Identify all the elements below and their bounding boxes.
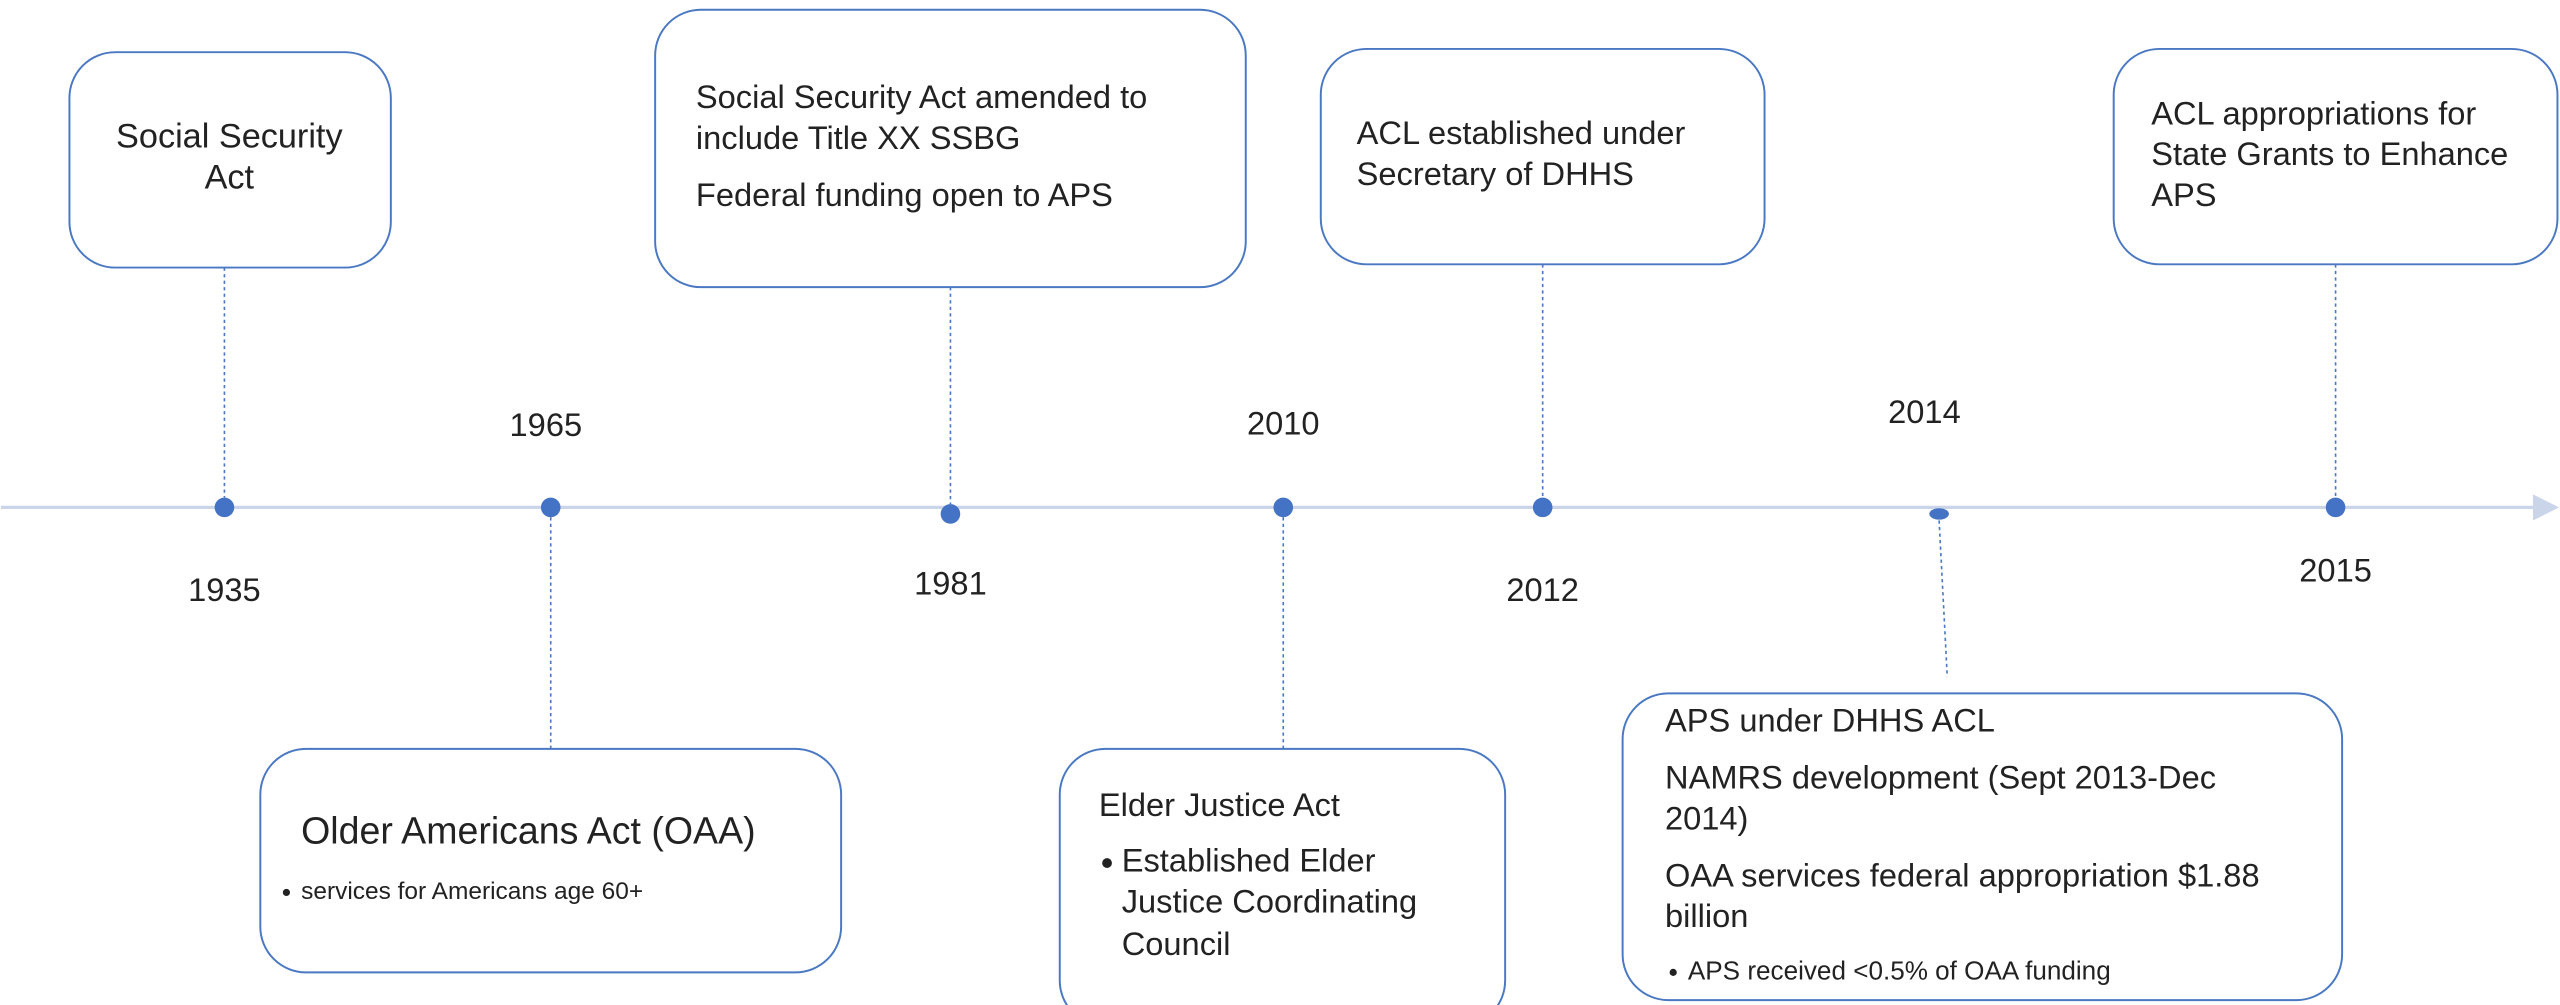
event-text: Act (205, 159, 255, 197)
event-text: Older Americans Act (OAA) (301, 810, 756, 852)
event-box (2112, 47, 2559, 266)
event-text: APS under DHHS ACL (1665, 701, 1995, 738)
event-text: Secretary of DHHS (1357, 155, 1634, 192)
event-text: include Title XX SSBG (696, 119, 1020, 156)
axis-arrow (2532, 494, 2560, 521)
event-year: 1981 (914, 564, 987, 601)
event-dot (1273, 497, 1294, 518)
event-dot (540, 497, 561, 518)
event-year: 2015 (2299, 551, 2372, 588)
event-text: ACL established under (1357, 114, 1686, 151)
event-box (1621, 692, 2344, 1002)
event-dot (940, 504, 961, 524)
event-text: Social Security (116, 118, 343, 156)
event-year: 1965 (510, 406, 583, 443)
event-dot (1532, 497, 1553, 518)
bullet-text: Council (1122, 925, 1231, 962)
bullet (1669, 968, 1677, 976)
event-dot (1929, 508, 1949, 520)
event-text: ACL appropriations for (2151, 94, 2476, 131)
event-text: OAA services federal appropriation $1.88 (1665, 856, 2260, 893)
event-year: 2012 (1506, 571, 1579, 608)
event-dot (2325, 497, 2346, 518)
event-box (68, 51, 392, 269)
event-text: Federal funding open to APS (696, 176, 1113, 213)
event-box (1319, 47, 1766, 266)
bullet (1102, 858, 1112, 868)
event-text: State Grants to Enhance (2151, 135, 2508, 172)
event-box (1058, 747, 1507, 1005)
event-text: APS (2151, 176, 2216, 213)
event-text: Elder Justice Act (1099, 786, 1340, 823)
bullet-text: APS received <0.5% of OAA funding (1688, 955, 2111, 985)
event-text: billion (1665, 897, 1748, 934)
event-year: 2014 (1888, 393, 1961, 430)
event-text: Social Security Act amended to (696, 78, 1147, 115)
bullet (282, 888, 291, 897)
event-box (259, 747, 843, 974)
bullet-text: Established Elder (1122, 842, 1376, 879)
event-text: NAMRS development (Sept 2013-Dec (1665, 758, 2216, 795)
event-box (654, 8, 1247, 289)
event-text: 2014) (1665, 799, 1748, 836)
event-year: 1935 (188, 571, 261, 608)
bullet-text: services for Americans age 60+ (301, 878, 643, 905)
connector (1938, 520, 1949, 678)
event-year: 2010 (1247, 404, 1320, 441)
bullet-text: Justice Coordinating (1122, 882, 1417, 919)
event-dot (214, 497, 235, 518)
